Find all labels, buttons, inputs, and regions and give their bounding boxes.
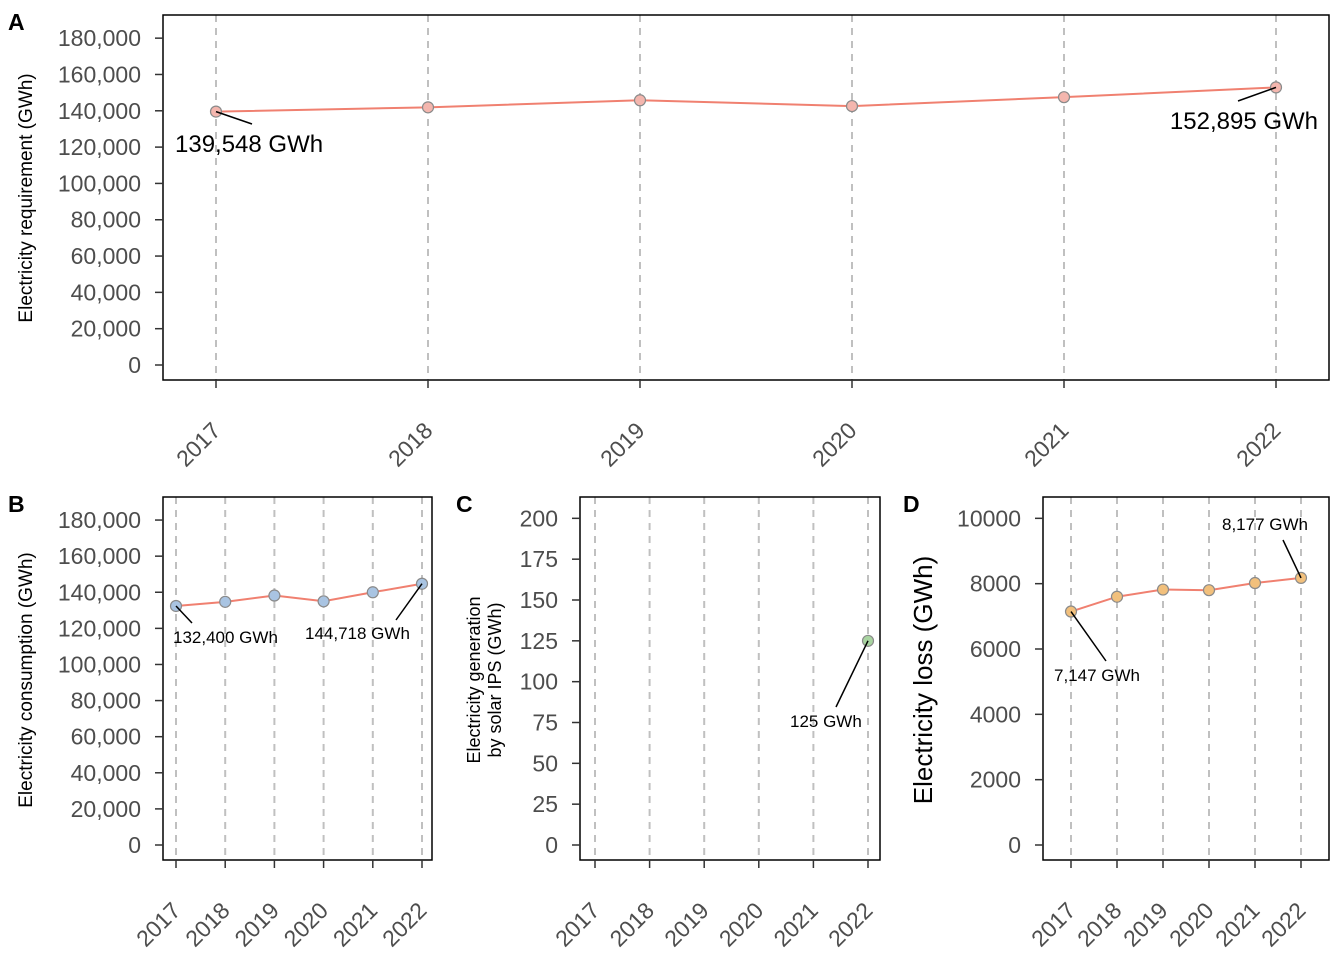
y-tick-label: 120,000 [58, 615, 141, 641]
series-line [1070, 576, 1302, 613]
data-point-2021 [366, 586, 379, 599]
y-tick-label: 160,000 [58, 61, 141, 87]
data-point-2021 [1248, 576, 1262, 590]
annotation-leader [835, 640, 869, 708]
y-tick-label: 60,000 [71, 243, 141, 269]
data-point-2018 [1110, 590, 1124, 603]
y-tick-label: 50 [532, 750, 558, 776]
y-tick-label: 0 [128, 832, 141, 858]
panel-d-y-axis-title: Electricity loss (GWh) [908, 556, 938, 804]
annotation-leader [1282, 539, 1302, 579]
annotation-leader [1070, 611, 1107, 662]
y-tick-label: 2000 [970, 767, 1021, 793]
y-tick-label: 40,000 [71, 279, 141, 305]
y-tick-label: 20,000 [71, 796, 141, 822]
panel-a-tag: A [8, 9, 25, 35]
y-tick-label: 120,000 [58, 134, 141, 160]
data-label: 132,400 GWh [173, 628, 278, 647]
data-label: 139,548 GWh [175, 131, 323, 158]
annotation-leader [395, 583, 423, 621]
plot-border [162, 14, 1330, 381]
data-point-2020 [845, 99, 859, 113]
panel-c-y-axis-title-line-2: by solar IPS (GWh) [485, 602, 505, 757]
data-point-2018 [421, 101, 435, 114]
y-tick-label: 150 [520, 587, 558, 613]
data-point-2019 [633, 94, 647, 107]
panel-d-tag: D [903, 491, 920, 517]
data-label: 8,177 GWh [1222, 515, 1308, 534]
data-label: 144,718 GWh [305, 624, 410, 643]
series-line [175, 582, 423, 607]
data-label: 125 GWh [790, 712, 862, 731]
y-tick-label: 6000 [970, 636, 1021, 662]
y-tick-label: 60,000 [71, 724, 141, 750]
series-line [215, 86, 1277, 113]
annotation-leader [1237, 86, 1277, 102]
y-tick-label: 10000 [957, 505, 1021, 531]
panel-c-y-axis-title-line-1: Electricity generation [464, 596, 484, 763]
annotation-leader [215, 110, 253, 125]
data-point-2020 [317, 595, 330, 608]
plot-border [162, 496, 433, 861]
data-point-2019 [268, 589, 281, 602]
y-tick-label: 140,000 [58, 579, 141, 605]
data-point-2021 [1057, 91, 1071, 104]
panel-a-y-axis-title: Electricity requirement (GWh) [16, 73, 37, 322]
y-tick-label: 100,000 [58, 651, 141, 677]
y-tick-label: 20,000 [71, 316, 141, 342]
y-tick-label: 140,000 [58, 98, 141, 124]
panel-c-tag: C [456, 491, 473, 517]
data-point-2020 [1202, 584, 1216, 597]
y-tick-label: 0 [128, 352, 141, 378]
y-tick-label: 160,000 [58, 543, 141, 569]
y-tick-label: 175 [520, 546, 558, 572]
y-tick-label: 75 [532, 710, 558, 736]
plot-border [579, 496, 881, 861]
plot-border [1042, 496, 1330, 861]
y-tick-label: 80,000 [71, 207, 141, 233]
y-tick-label: 0 [1008, 832, 1021, 858]
data-point-2018 [219, 595, 232, 608]
data-label: 152,895 GWh [1170, 108, 1318, 135]
y-tick-label: 100 [520, 669, 558, 695]
y-tick-label: 4000 [970, 701, 1021, 727]
data-point-2019 [1156, 583, 1170, 596]
data-label: 7,147 GWh [1054, 666, 1140, 685]
y-tick-label: 200 [520, 505, 558, 531]
panel-b-y-axis-title: Electricity consumption (GWh) [16, 552, 37, 808]
y-tick-label: 180,000 [58, 25, 141, 51]
y-tick-label: 180,000 [58, 507, 141, 533]
y-tick-label: 40,000 [71, 760, 141, 786]
y-tick-label: 125 [520, 628, 558, 654]
y-tick-label: 0 [545, 832, 558, 858]
y-tick-label: 8000 [970, 571, 1021, 597]
panel-b-tag: B [8, 491, 25, 517]
annotation-leader [175, 605, 193, 624]
y-tick-label: 80,000 [71, 688, 141, 714]
y-tick-label: 100,000 [58, 170, 141, 196]
y-tick-label: 25 [532, 791, 558, 817]
